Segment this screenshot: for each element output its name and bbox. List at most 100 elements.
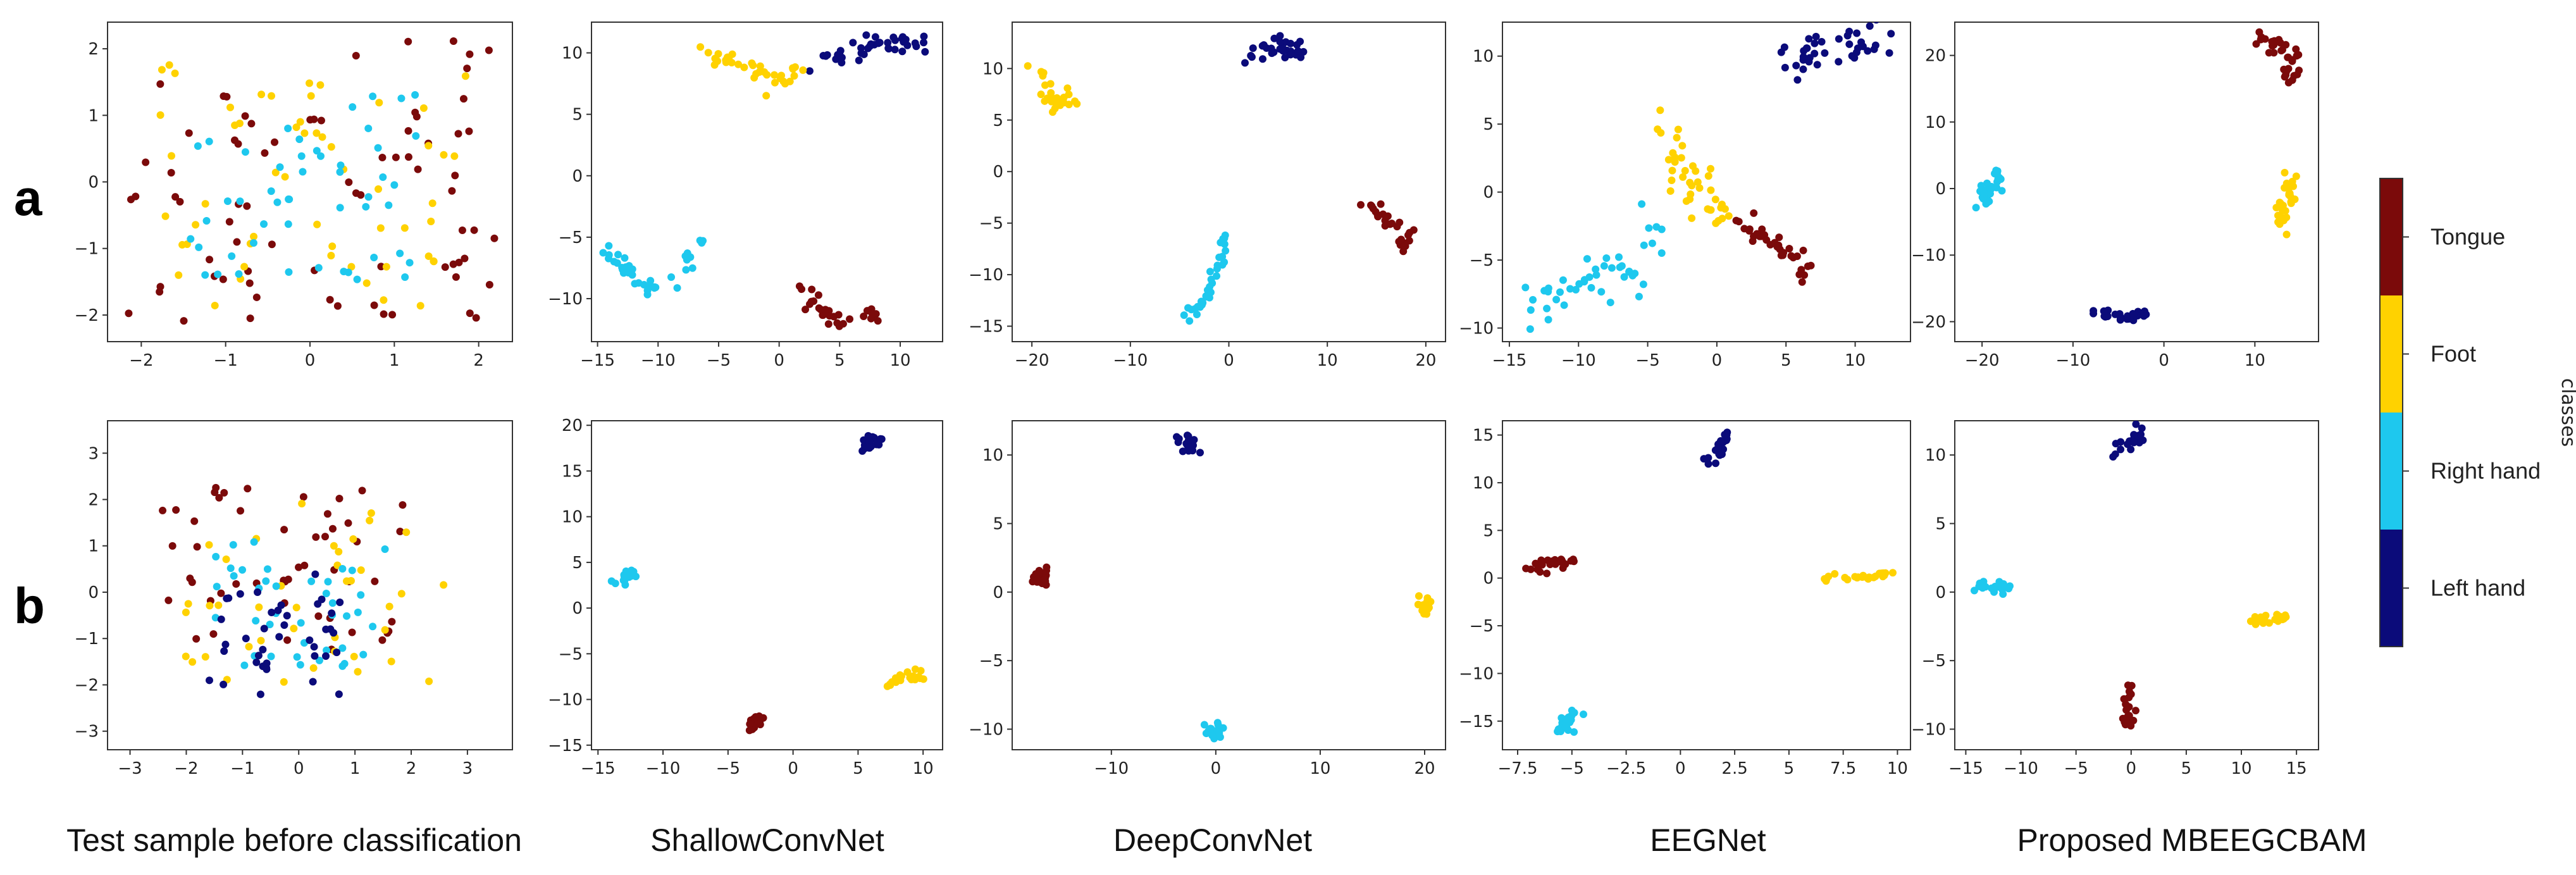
x-tick-label: 0 [305,351,316,370]
data-point [1357,201,1365,209]
data-point [771,78,779,87]
scatter-points [1522,428,1897,736]
data-point [1405,237,1413,245]
scatter-points [1024,32,1418,325]
data-point [311,652,319,660]
data-point [1753,230,1761,238]
data-point [271,138,279,146]
data-point [328,609,336,617]
data-point [629,568,638,576]
data-point [2283,65,2291,73]
data-point [262,577,270,585]
data-point [451,171,459,180]
data-point [189,658,197,666]
data-point [2274,211,2282,220]
data-point [1692,167,1700,175]
data-point [241,148,249,156]
data-point [643,290,652,299]
data-point [855,56,863,65]
x-tick-label: 10 [1310,759,1330,778]
y-tick-label: −15 [1459,712,1494,731]
cluster-foot [1024,62,1081,116]
cluster-foot [2246,611,2290,628]
data-point [1220,234,1229,242]
data-point [1615,253,1623,261]
data-point [292,123,300,132]
row-label-a: a [14,170,42,226]
y-tick-label: −5 [559,645,583,664]
x-tick-label: 10 [913,759,934,778]
data-point [1762,236,1771,244]
y-tick-label: −10 [1459,664,1494,683]
data-point [280,526,288,534]
data-point [1179,447,1187,456]
cluster-tongue [1357,200,1418,256]
cluster-left-hand [1700,428,1731,468]
data-point [2285,191,2293,199]
data-point [281,173,289,181]
data-point [326,295,334,304]
data-point [182,608,190,616]
data-point [1990,586,1998,594]
data-point [172,506,180,514]
y-tick-label: 5 [1483,115,1494,134]
y-tick-label: 15 [1473,426,1494,445]
x-tick-label: 2 [406,759,417,778]
data-point [1032,570,1040,578]
data-point [919,675,927,683]
panel-b-0: −3 −2 −1 0 1 2 3 −3 −2 −1 0 1 2 3 [75,420,513,778]
data-point [336,168,344,176]
colorbar-segment [2380,413,2403,530]
x-tick-label: −1 [230,759,254,778]
data-point [1570,728,1578,736]
plot-frame [591,420,943,750]
data-point [667,273,676,281]
colorbar-label: Foot [2430,341,2476,367]
data-point [1797,266,1805,274]
data-point [165,61,173,69]
data-point [1859,571,1867,580]
scatter-points [1029,431,1435,743]
data-point [884,45,893,53]
data-point [156,288,164,296]
data-point [1664,156,1673,164]
data-point [1656,106,1664,115]
cluster-left-hand [2109,421,2147,461]
data-point [898,47,907,56]
data-point [284,220,292,228]
data-point [1853,29,1861,37]
data-point [307,577,316,585]
data-point [440,581,448,589]
y-tick-label: −15 [548,736,583,755]
x-tick-label: 5 [1781,351,1792,370]
data-point [1986,190,1994,198]
data-point [1258,55,1266,63]
y-tick-label: 0 [1483,183,1494,202]
data-point [349,103,357,111]
data-point [2292,172,2300,180]
y-tick-label: 20 [562,416,583,435]
data-point [1174,438,1182,447]
data-point [1401,241,1409,249]
data-point [472,314,480,322]
data-point [335,494,344,502]
data-point [461,72,469,80]
data-point [1625,268,1633,276]
cluster-tongue [125,37,498,325]
data-point [906,674,914,682]
x-tick-label: −20 [1015,351,1050,370]
y-tick-label: 10 [1473,47,1494,66]
data-point [1521,283,1530,292]
data-point [277,601,285,609]
cluster-left-hand [1241,32,1308,67]
data-point [202,217,211,225]
data-point [838,54,846,62]
y-tick-label: 10 [1925,113,1946,132]
data-point [1638,200,1646,208]
data-point [359,650,368,659]
cluster-right-hand [1554,706,1587,736]
y-tick-label: 0 [88,583,99,602]
data-point [193,543,201,551]
data-point [1276,32,1284,40]
data-point [337,161,345,170]
